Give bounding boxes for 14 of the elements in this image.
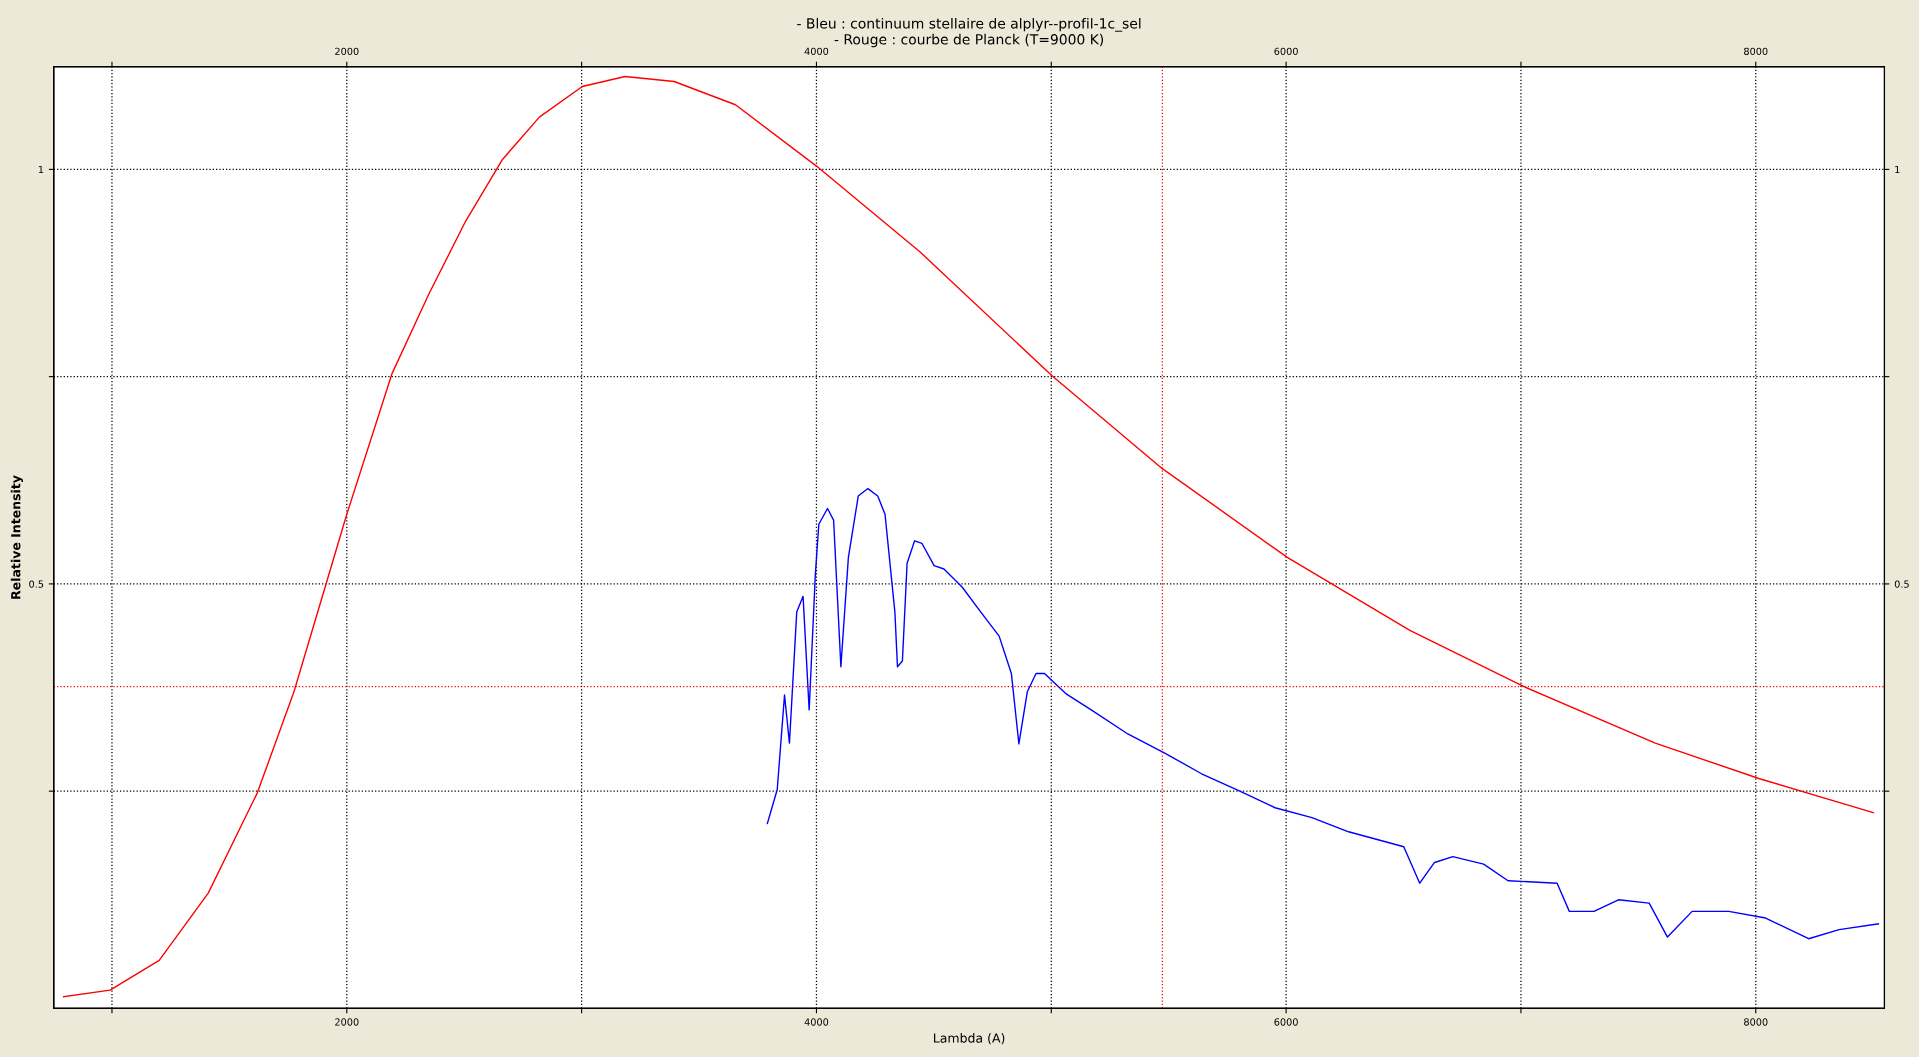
y-axis-title: Relative Intensity: [10, 475, 23, 599]
x-axis-title: Lambda (A): [934, 1033, 1005, 1045]
x-tick-label: 8000: [1744, 1018, 1768, 1026]
x2-tick-label: 2000: [335, 47, 359, 55]
chart-title: - Bleu : continuum stellaire de alplyr--profil-1c_sel - Rouge : courbe de Planck (T=9000 K): [797, 17, 1141, 48]
y2-tick-label: 0.5: [1894, 580, 1909, 588]
y2-tick-label: 1: [1895, 166, 1900, 174]
line-series: [766, 487, 1880, 940]
x2-tick-label: 8000: [1744, 47, 1768, 55]
x2-tick-label: 4000: [804, 47, 829, 55]
x-tick-label: 6000: [1274, 1018, 1298, 1026]
x2-tick-label: 6000: [1274, 47, 1298, 55]
x-tick-label: 2000: [335, 1018, 359, 1026]
x-tick-label: 4000: [804, 1018, 829, 1026]
